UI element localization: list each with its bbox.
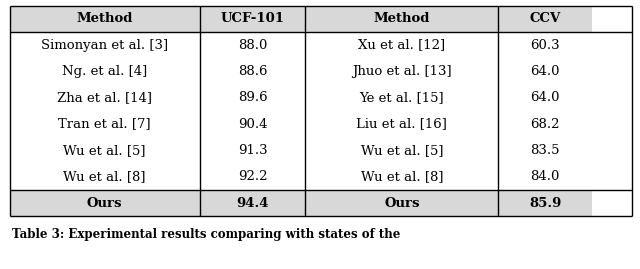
Text: Wu et al. [5]: Wu et al. [5] bbox=[63, 144, 146, 157]
Text: Simonyan et al. [3]: Simonyan et al. [3] bbox=[41, 38, 168, 51]
Text: 64.0: 64.0 bbox=[531, 91, 560, 104]
Bar bbox=[10, 164, 200, 190]
Text: Method: Method bbox=[76, 12, 132, 25]
Bar bbox=[200, 111, 305, 137]
Text: 68.2: 68.2 bbox=[531, 118, 560, 130]
Text: Tran et al. [7]: Tran et al. [7] bbox=[58, 118, 151, 130]
Text: 88.6: 88.6 bbox=[237, 65, 268, 78]
Text: CCV: CCV bbox=[529, 12, 561, 25]
Bar bbox=[499, 6, 592, 32]
Bar bbox=[10, 6, 200, 32]
Text: Zha et al. [14]: Zha et al. [14] bbox=[57, 91, 152, 104]
Text: 92.2: 92.2 bbox=[237, 170, 268, 183]
Bar bbox=[305, 84, 499, 111]
Bar bbox=[305, 32, 499, 58]
Bar bbox=[499, 137, 592, 164]
Bar bbox=[200, 84, 305, 111]
Text: Wu et al. [8]: Wu et al. [8] bbox=[63, 170, 146, 183]
Text: Ye et al. [15]: Ye et al. [15] bbox=[360, 91, 444, 104]
Text: 94.4: 94.4 bbox=[236, 196, 269, 210]
Bar bbox=[499, 58, 592, 84]
Bar bbox=[10, 58, 200, 84]
Bar bbox=[499, 164, 592, 190]
Bar bbox=[200, 32, 305, 58]
Bar bbox=[305, 111, 499, 137]
Text: 84.0: 84.0 bbox=[531, 170, 560, 183]
Text: 88.0: 88.0 bbox=[238, 38, 267, 51]
Text: 60.3: 60.3 bbox=[531, 38, 560, 51]
Text: 90.4: 90.4 bbox=[237, 118, 268, 130]
Bar bbox=[10, 190, 200, 216]
Bar bbox=[200, 137, 305, 164]
Text: 91.3: 91.3 bbox=[237, 144, 268, 157]
Bar bbox=[499, 111, 592, 137]
Bar bbox=[10, 84, 200, 111]
Text: Method: Method bbox=[374, 12, 430, 25]
Bar bbox=[200, 6, 305, 32]
Text: Xu et al. [12]: Xu et al. [12] bbox=[358, 38, 445, 51]
Text: Wu et al. [8]: Wu et al. [8] bbox=[361, 170, 443, 183]
Bar bbox=[499, 84, 592, 111]
Text: 85.9: 85.9 bbox=[529, 196, 561, 210]
Bar bbox=[10, 111, 200, 137]
Bar bbox=[10, 137, 200, 164]
Bar bbox=[200, 164, 305, 190]
Bar bbox=[305, 137, 499, 164]
Text: UCF-101: UCF-101 bbox=[220, 12, 284, 25]
Text: Liu et al. [16]: Liu et al. [16] bbox=[356, 118, 447, 130]
Bar bbox=[305, 6, 499, 32]
Bar bbox=[10, 32, 200, 58]
Text: 83.5: 83.5 bbox=[531, 144, 560, 157]
Text: Wu et al. [5]: Wu et al. [5] bbox=[361, 144, 443, 157]
Text: 64.0: 64.0 bbox=[531, 65, 560, 78]
Text: Ours: Ours bbox=[384, 196, 420, 210]
Bar bbox=[499, 32, 592, 58]
Text: Ours: Ours bbox=[87, 196, 122, 210]
Bar bbox=[305, 190, 499, 216]
Bar bbox=[200, 190, 305, 216]
Bar bbox=[305, 58, 499, 84]
Bar bbox=[200, 58, 305, 84]
Text: Table 3: Experimental results comparing with states of the: Table 3: Experimental results comparing … bbox=[12, 228, 400, 240]
Bar bbox=[499, 190, 592, 216]
Text: 89.6: 89.6 bbox=[237, 91, 268, 104]
Text: Ng. et al. [4]: Ng. et al. [4] bbox=[62, 65, 147, 78]
Bar bbox=[305, 164, 499, 190]
Text: Jhuo et al. [13]: Jhuo et al. [13] bbox=[352, 65, 452, 78]
